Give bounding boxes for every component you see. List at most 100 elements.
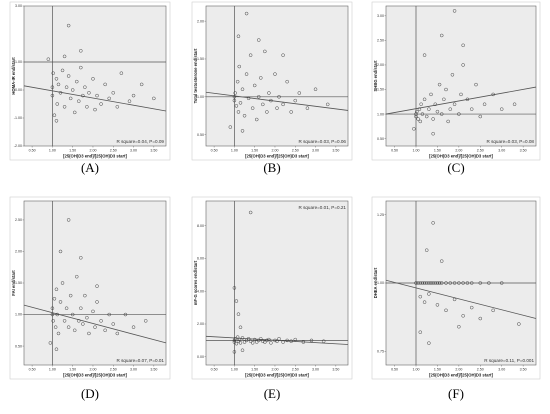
data-point [234,341,239,346]
data-point [81,93,85,98]
data-point [93,107,97,112]
y-tick-label: 2.50 [15,218,22,222]
data-point [51,319,55,323]
data-point [254,117,259,122]
data-point [103,328,107,333]
y-axis-title: FAI end/start [11,270,16,296]
y-tick-label: 2.50 [377,39,384,43]
data-point [444,308,448,313]
y-axis-title: DHEA end/start [373,267,378,298]
y-tick-label: 3.00 [15,4,22,8]
data-point [427,292,431,296]
data-point [259,76,263,80]
data-point [309,338,314,343]
data-point [452,102,457,106]
y-tick-label: 1.00 [15,313,22,317]
data-point [442,97,446,102]
x-tick-label: 1.00 [231,149,238,153]
data-point [248,210,253,215]
data-point [275,339,279,343]
x-tick-label: 0.50 [211,368,218,372]
data-point [238,325,243,330]
data-point [248,53,253,57]
data-point [478,316,483,321]
data-point [232,95,237,99]
data-point [474,82,478,87]
data-point [46,57,51,61]
data-point [444,281,448,285]
data-point [281,102,285,107]
x-tick-label: 3.50 [520,149,527,153]
data-point [99,102,103,106]
y-tick-label: 0.00 [15,88,22,92]
data-point [250,106,255,110]
data-point [499,107,504,111]
data-point [297,91,302,95]
data-point [55,102,59,106]
data-point [79,256,83,260]
data-point [257,38,261,42]
data-point [418,330,423,334]
x-tick-label: 2.00 [455,149,462,153]
y-tick-label: 1.50 [15,281,22,285]
data-point [79,49,83,53]
y-tick-label: 0.75 [377,350,384,354]
data-point [448,281,453,285]
data-point [431,281,435,285]
data-point [95,284,99,288]
x-tick-label: 2.00 [271,368,278,372]
data-point [414,281,418,285]
data-point [325,102,330,107]
panel-label: (C) [447,160,464,175]
y-axis-title: HOMA-IR end/start [11,57,16,95]
x-tick-label: 1.00 [413,149,420,153]
data-point [232,338,237,343]
y-tick-label: 1.50 [377,88,384,92]
stat-annotation: R square=0.07, P=0.01 [116,358,164,363]
data-point [313,87,318,91]
x-tick-label: 3.50 [332,149,339,153]
data-point [491,92,495,97]
x-tick-label: 3.00 [312,368,319,372]
fit-line [205,335,349,345]
data-point [233,91,237,95]
data-point [250,341,255,345]
panel-label: (A) [81,160,99,175]
x-tick-label: 2.50 [110,368,117,372]
data-point [83,293,87,298]
x-tick-label: 3.50 [150,149,157,153]
y-tick-label: 2.00 [377,63,384,67]
panel-c: 0.50 1.00 1.50 2.00 2.50 3.00 3.50 3.00 2.50 2.00… [371,1,541,175]
y-tick-label: 6.00 [197,257,204,261]
y-tick-label: 1.00 [377,281,384,285]
x-tick-label: 2.50 [292,368,299,372]
data-point [465,97,470,102]
data-point [50,306,55,310]
data-point [252,337,257,342]
data-point [444,87,448,92]
data-point [267,91,271,95]
data-point [236,312,241,316]
data-point [424,281,429,285]
y-tick-label: 2.00 [197,19,204,23]
y-tick-label: 0.50 [377,137,384,141]
data-point [416,117,420,121]
data-point [321,339,326,343]
data-point [56,331,61,336]
data-point [95,300,99,304]
panel-label: (B) [263,160,280,175]
data-point [265,338,269,343]
data-point [85,315,89,320]
data-point [238,101,243,105]
data-point [131,93,136,98]
data-point [469,107,474,111]
data-point [448,107,453,111]
data-point [54,347,59,351]
data-point [422,97,427,102]
y-tick-label: 3.00 [377,14,384,18]
data-point [52,113,57,117]
data-point [457,112,461,116]
data-point [72,328,77,333]
data-point [79,65,83,70]
data-point [51,71,55,75]
